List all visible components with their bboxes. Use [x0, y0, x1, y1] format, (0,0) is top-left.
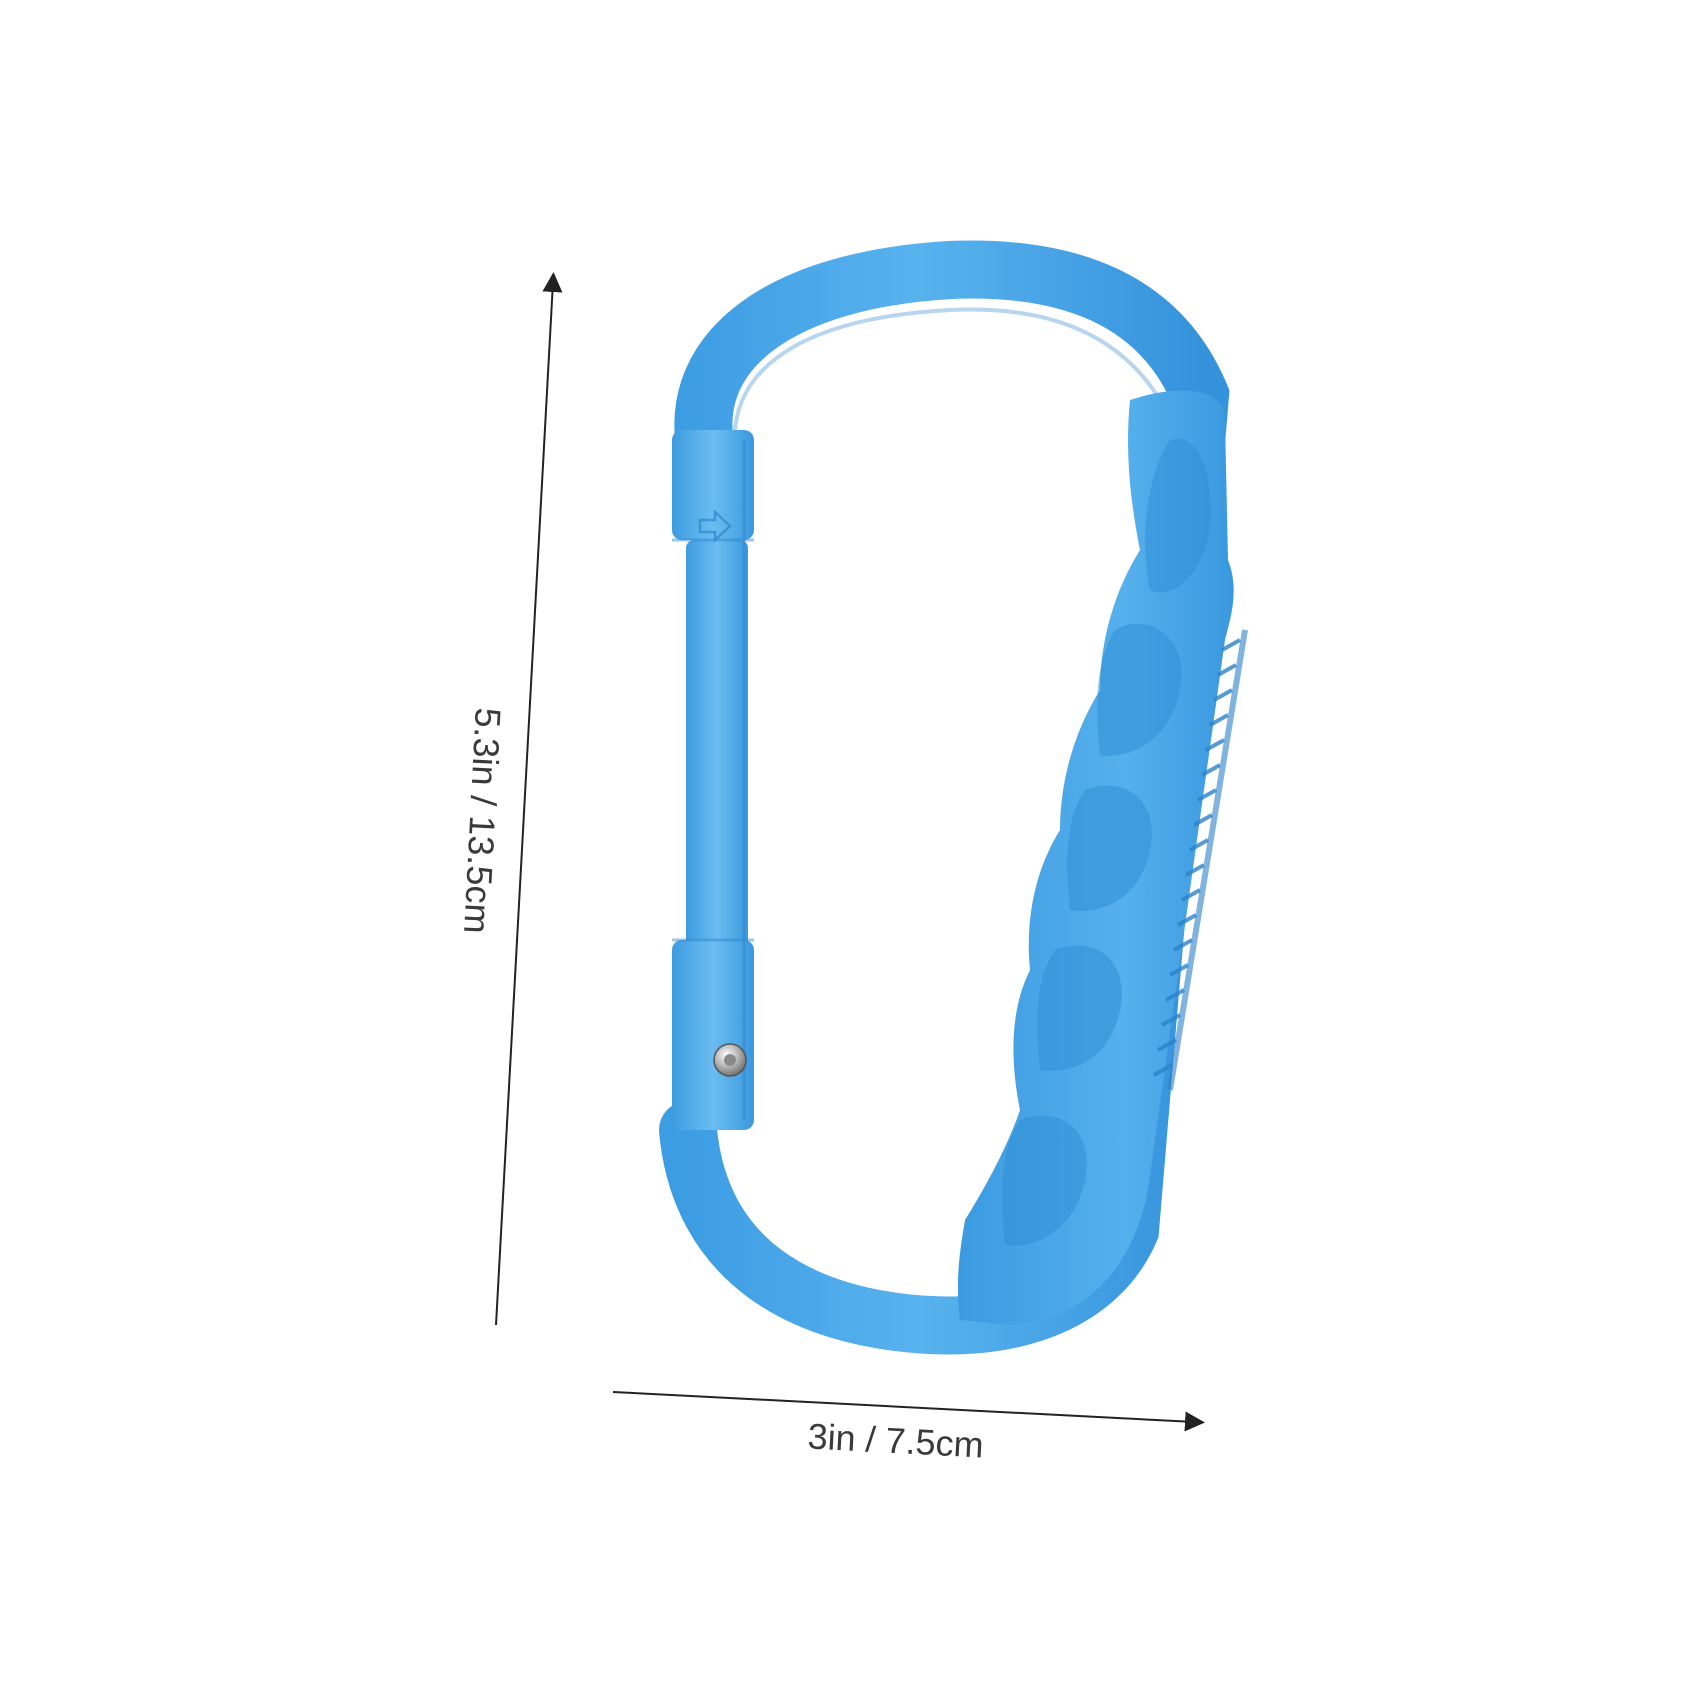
carabiner — [659, 240, 1248, 1355]
width-dimension: 3in / 7.5cm — [612, 1391, 1205, 1466]
height-dimension: 5.3in / 13.5cm — [456, 272, 563, 1326]
carabiner-grip — [957, 390, 1248, 1325]
carabiner-gate — [672, 430, 754, 1130]
finger-pad-4 — [1037, 945, 1122, 1071]
height-label: 5.3in / 13.5cm — [456, 707, 509, 935]
arrow-emboss-icon — [698, 509, 732, 543]
height-arrow — [495, 272, 563, 1326]
finger-pad-5 — [1002, 1115, 1087, 1246]
finger-pad-3 — [1067, 785, 1152, 911]
grip-ridges — [1153, 638, 1241, 1077]
width-arrow — [612, 1391, 1205, 1432]
finger-pad-1 — [1145, 438, 1211, 593]
width-label: 3in / 7.5cm — [807, 1415, 985, 1465]
finger-pad-2 — [1097, 623, 1182, 756]
